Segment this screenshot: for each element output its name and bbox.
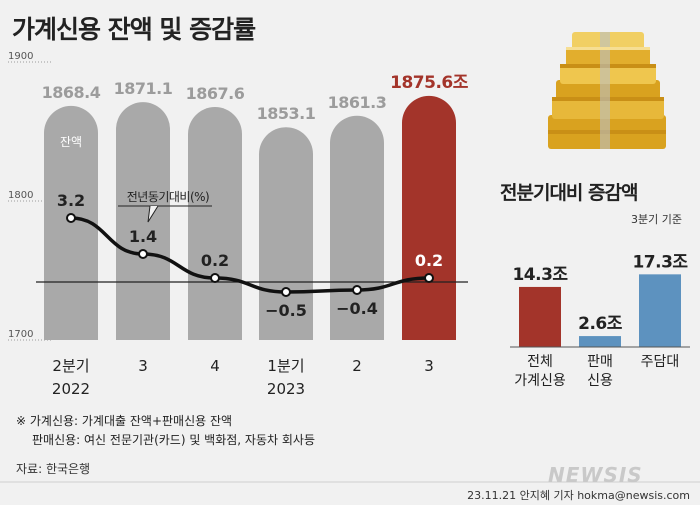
secondary-chart-title: 전분기대비 증감액 xyxy=(500,182,638,204)
note-line: 판매신용: 여신 전문기관(카드) 및 백화점, 자동차 회사등 xyxy=(32,433,315,447)
increase-value-label: 2.6조 xyxy=(578,314,623,334)
yoy-point xyxy=(424,273,434,283)
yoy-value-label: 0.2 xyxy=(415,251,443,270)
balance-bar xyxy=(259,127,313,340)
increase-value-label: 14.3조 xyxy=(512,265,568,285)
yoy-line xyxy=(69,216,431,294)
increase-category-label: 주담대 xyxy=(641,354,680,370)
x-tick-label: 4 xyxy=(210,357,220,375)
increase-category-label: 전체 xyxy=(527,354,553,370)
newsis-logo: NEWSIS xyxy=(548,463,643,487)
balance-series-label: 잔액 xyxy=(60,135,82,149)
yoy-callout-pointer xyxy=(147,205,159,223)
source: 자료: 한국은행 xyxy=(16,462,91,476)
balance-bar xyxy=(188,107,242,340)
y-tick-label: 1700 xyxy=(8,329,33,340)
x-tick-label-year: 2023 xyxy=(267,380,305,398)
y-tick-label: 1900 xyxy=(8,51,33,62)
yoy-value-label: 1.4 xyxy=(129,227,157,246)
balance-value-label: 1868.4 xyxy=(42,83,101,102)
balance-bar xyxy=(116,102,170,340)
x-tick-label-year: 2022 xyxy=(52,380,90,398)
yoy-series-label: 전년동기대비(%) xyxy=(127,190,210,204)
yoy-point xyxy=(138,249,148,259)
increase-category-label: 판매 xyxy=(587,354,613,370)
yoy-value-label: 3.2 xyxy=(57,191,85,210)
balance-bar xyxy=(402,95,456,340)
x-tick-label: 3 xyxy=(138,357,148,375)
balance-value-label: 1861.3 xyxy=(328,93,387,112)
yoy-value-label: 0.2 xyxy=(201,251,229,270)
note-line: ※ 가계신용: 가계대출 잔액+판매신용 잔액 xyxy=(16,414,233,428)
yoy-point xyxy=(281,287,291,297)
balance-value-label: 1871.1 xyxy=(114,79,173,98)
yoy-point xyxy=(210,273,220,283)
balance-bar xyxy=(330,115,384,340)
credit: 23.11.21 안지혜 기자 hokma@newsis.com xyxy=(467,489,690,502)
balance-value-label: 1853.1 xyxy=(257,104,316,123)
increase-bar xyxy=(579,336,621,347)
x-tick-label: 3 xyxy=(424,357,434,375)
yoy-value-label: −0.4 xyxy=(336,299,378,318)
y-tick-label: 1800 xyxy=(8,190,33,201)
increase-value-label: 17.3조 xyxy=(632,252,688,272)
yoy-value-label: −0.5 xyxy=(265,301,307,320)
increase-category-label-line2: 신용 xyxy=(587,373,613,389)
money-stack-icon xyxy=(548,32,666,149)
increase-category-label-line2: 가계신용 xyxy=(514,373,566,389)
secondary-chart-basis: 3분기 기준 xyxy=(631,213,682,226)
increase-bar xyxy=(639,274,681,347)
x-tick-label: 1분기 xyxy=(267,357,304,375)
x-tick-label: 2분기 xyxy=(52,357,89,375)
yoy-point xyxy=(66,213,76,223)
notes: ※ 가계신용: 가계대출 잔액+판매신용 잔액 판매신용: 여신 전문기관(카드… xyxy=(16,412,315,450)
increase-bar xyxy=(519,286,561,347)
yoy-point xyxy=(352,285,362,295)
x-tick-label: 2 xyxy=(352,357,362,375)
balance-value-label: 1875.6조 xyxy=(390,73,469,93)
page-title: 가계신용 잔액 및 증감률 xyxy=(12,15,256,44)
balance-value-label: 1867.6 xyxy=(186,84,245,103)
